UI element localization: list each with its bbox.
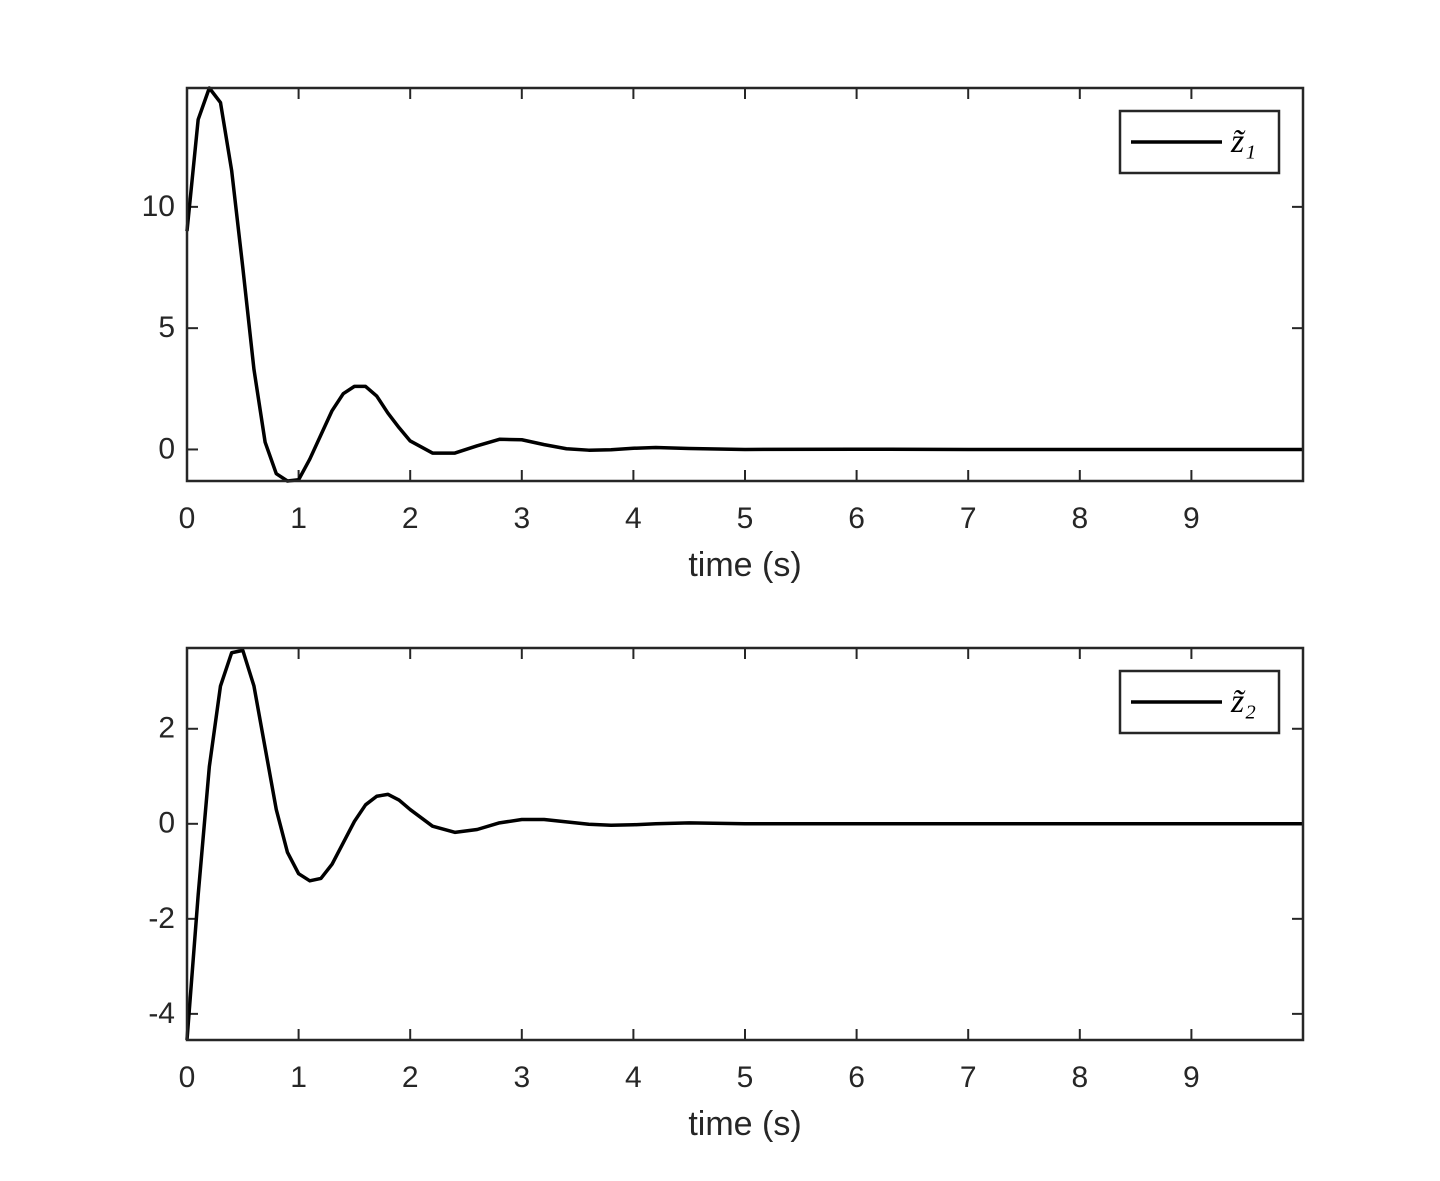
axes-box xyxy=(185,646,1305,1042)
x-tick-label: 0 xyxy=(179,502,196,535)
y-tick-label: -4 xyxy=(148,997,175,1030)
x-tick-label: 7 xyxy=(960,1061,977,1094)
x-tick-label: 7 xyxy=(960,502,977,535)
x-tick-label: 3 xyxy=(513,1061,530,1094)
x-tick-label: 5 xyxy=(737,502,754,535)
x-tick-label: 0 xyxy=(179,1061,196,1094)
x-axis-label: time (s) xyxy=(688,546,801,584)
legend-label: z̃₁ xyxy=(1230,123,1256,160)
x-tick-label: 3 xyxy=(513,502,530,535)
y-tick-label: 10 xyxy=(142,190,175,223)
data-line xyxy=(185,86,1303,483)
x-tick-label: 1 xyxy=(290,502,307,535)
x-tick-label: 5 xyxy=(737,1061,754,1094)
x-tick-label: 6 xyxy=(848,1061,865,1094)
data-line xyxy=(185,648,1303,1041)
x-tick-label: 1 xyxy=(290,1061,307,1094)
x-tick-label: 9 xyxy=(1183,1061,1200,1094)
x-tick-label: 9 xyxy=(1183,502,1200,535)
x-tick-label: 8 xyxy=(1071,1061,1088,1094)
y-tick-label: 2 xyxy=(158,712,175,745)
axes-box xyxy=(185,86,1305,483)
x-tick-label: 2 xyxy=(402,502,419,535)
y-tick-label: -2 xyxy=(148,902,175,935)
x-tick-label: 4 xyxy=(625,502,642,535)
x-tick-label: 4 xyxy=(625,1061,642,1094)
x-tick-label: 2 xyxy=(402,1061,419,1094)
x-tick-label: 8 xyxy=(1071,502,1088,535)
y-tick-label: 0 xyxy=(158,432,175,465)
x-axis-label: time (s) xyxy=(688,1105,801,1143)
x-tick-label: 6 xyxy=(848,502,865,535)
y-tick-label: 5 xyxy=(158,311,175,344)
y-tick-label: 0 xyxy=(158,807,175,840)
legend-label: z̃₂ xyxy=(1230,683,1256,720)
